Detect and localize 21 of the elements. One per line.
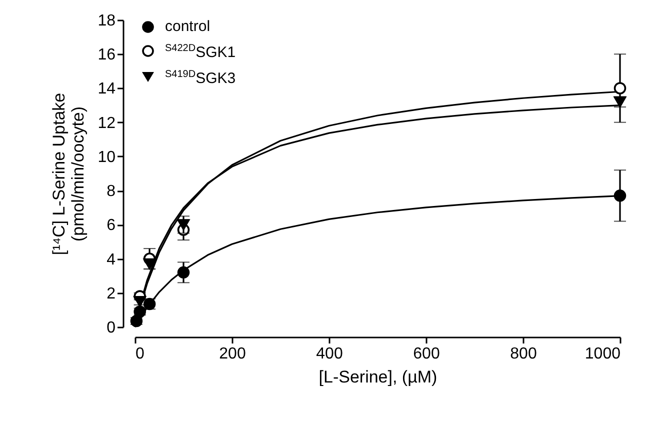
x-tick-label: 0 xyxy=(136,346,144,362)
x-tick-label: 1000 xyxy=(584,346,621,362)
legend-label: $^{S422D}$SGK1 xyxy=(165,42,236,63)
y-tick-label: 2 xyxy=(106,285,116,302)
x-tick-label: 400 xyxy=(316,346,343,362)
y-tick-label: 12 xyxy=(98,114,116,132)
y-tick-label: 4 xyxy=(106,251,116,268)
x-tick-label: 600 xyxy=(413,346,440,362)
x-tick-label: 800 xyxy=(510,346,537,362)
x-tick-label: 200 xyxy=(219,346,246,362)
y-axis-title: [¹⁴C] L-Serine Uptake (pmol/min/oocyte) xyxy=(50,92,88,256)
y-tick-label: 16 xyxy=(98,46,116,64)
y-tick-label: 14 xyxy=(98,80,116,98)
y-tick-label: 10 xyxy=(98,148,116,166)
y-tick-label: 18 xyxy=(98,12,116,30)
y-tick-label: 6 xyxy=(106,217,116,234)
x-axis-title: [L-Serine], (µM) xyxy=(318,368,438,386)
y-tick-label: 0 xyxy=(106,320,116,336)
legend-label: $^{S419D}$SGK3 xyxy=(165,68,236,89)
y-tick-label: 8 xyxy=(106,183,116,200)
legend-label: control xyxy=(165,17,210,37)
